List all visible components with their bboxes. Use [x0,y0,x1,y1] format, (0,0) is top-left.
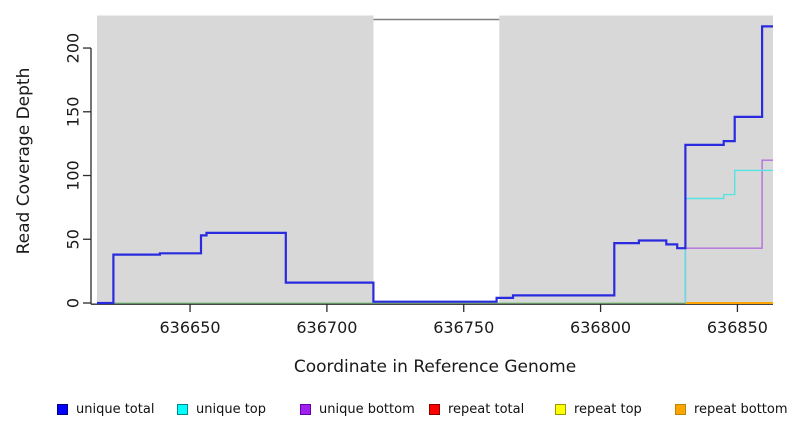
shaded-region-right [499,15,773,303]
legend-swatch-unique-bottom [300,403,311,415]
legend-item-unique-bottom: unique bottom [300,399,415,419]
x-tick-label: 636800 [570,318,631,337]
x-tick-label: 636700 [296,318,357,337]
y-tick-label: 200 [64,33,83,64]
shaded-region-left [97,15,374,303]
legend-item-unique-top: unique top [177,399,266,419]
x-tick-label: 636650 [160,318,221,337]
legend-swatch-repeat-bottom [675,403,686,415]
legend-swatch-unique-top [177,403,188,415]
legend-item-unique-total: unique total [57,399,154,419]
legend-swatch-repeat-top [555,403,566,415]
legend: unique total unique top unique bottom re… [0,399,792,421]
x-tick-label: 636750 [433,318,494,337]
x-tick-label: 636850 [707,318,768,337]
y-tick-label: 150 [64,97,83,128]
legend-label-repeat-bottom: repeat bottom [694,401,788,417]
y-axis-title: Read Coverage Depth [14,67,34,255]
y-tick-label: 50 [64,229,83,249]
legend-label-repeat-top: repeat top [574,401,642,417]
legend-item-repeat-top: repeat top [555,399,642,419]
legend-label-repeat-total: repeat total [448,401,525,417]
legend-label-unique-top: unique top [196,401,267,417]
x-axis-title: Coordinate in Reference Genome [293,357,577,377]
y-tick-label: 0 [64,298,83,308]
legend-item-repeat-bottom: repeat bottom [675,399,788,419]
legend-item-repeat-total: repeat total [429,399,524,419]
series-unique-total [97,25,773,305]
y-tick-label: 100 [64,160,83,191]
legend-label-unique-total: unique total [76,401,155,417]
legend-swatch-unique-total [57,403,68,415]
legend-label-unique-bottom: unique bottom [319,401,415,417]
legend-swatch-repeat-total [429,403,440,415]
